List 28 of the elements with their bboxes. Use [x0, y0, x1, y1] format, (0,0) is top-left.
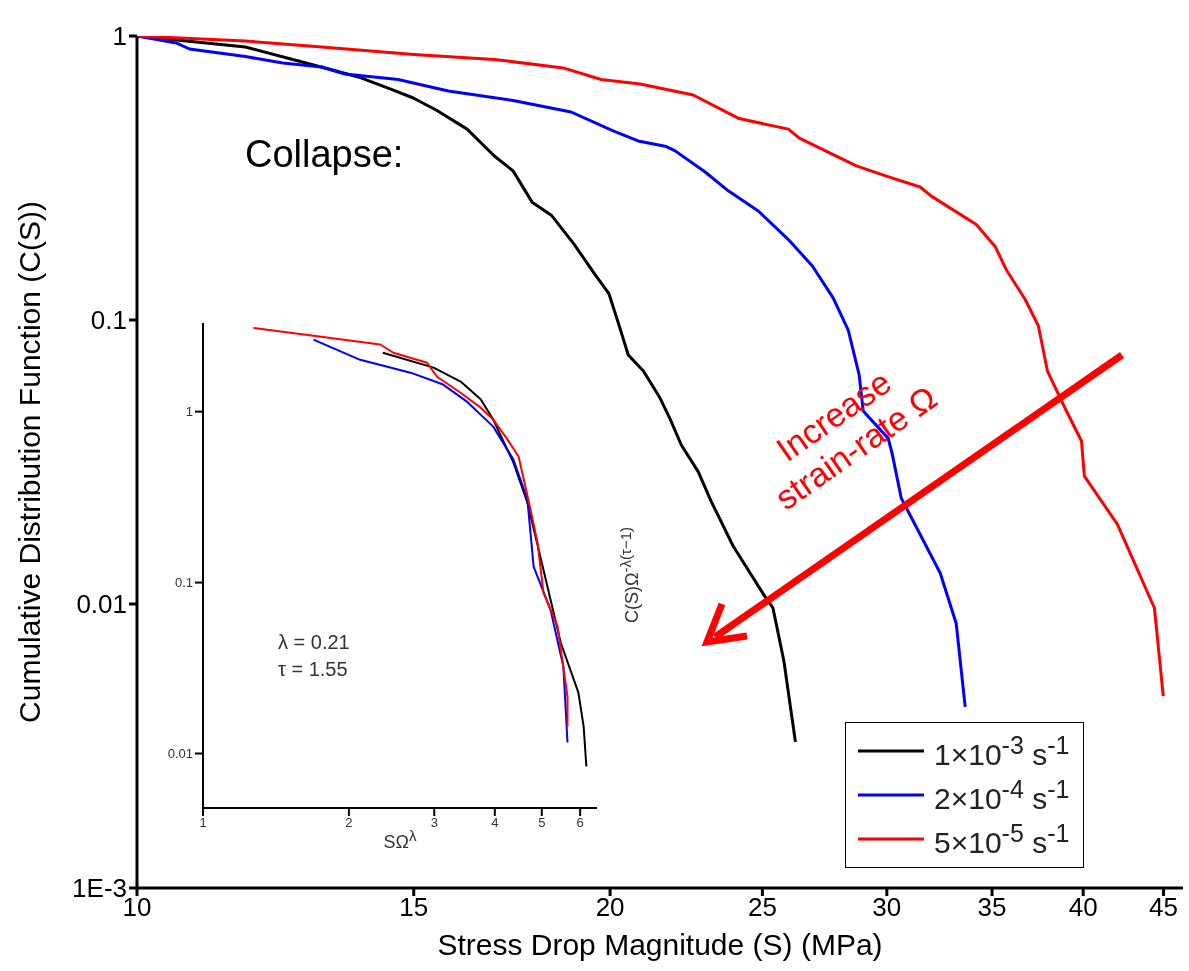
x-tick-label: 1 [199, 815, 207, 831]
x-axis-title: SΩ$^{λ}$ [383, 827, 417, 853]
x-tick-label: 5 [538, 815, 546, 831]
legend-label: 1×10$^{-3}$ s$^{-1}$ [934, 730, 1070, 772]
x-tick-label: 3 [430, 815, 438, 831]
x-tick-label: 35 [977, 892, 1007, 923]
x-tick-label: 40 [1068, 892, 1098, 923]
y-tick-label: 1 [185, 404, 193, 420]
x-tick-label: 25 [747, 892, 777, 923]
x-tick-label: 4 [491, 815, 499, 831]
y-tick-label: 0.01 [167, 746, 193, 762]
y-tick-label: 0.1 [174, 575, 193, 591]
x-tick-label: 20 [595, 892, 625, 923]
x-axis-title: Stress Drop Magnitude (S) (MPa) [437, 928, 883, 962]
x-tick-label: 15 [399, 892, 429, 923]
x-tick-label: 6 [576, 815, 584, 831]
x-tick-label: 2 [345, 815, 353, 831]
annotation: λ = 0.21 [278, 631, 350, 654]
annotation: Collapse: [245, 133, 404, 177]
legend-label: 5×10$^{-5}$ s$^{-1}$ [934, 818, 1070, 860]
legend-label: 2×10$^{-4}$ s$^{-1}$ [934, 774, 1070, 816]
y-tick-label: 1 [112, 21, 127, 52]
y-axis-title: Cumulative Distribution Function (C(S)) [13, 201, 47, 723]
y-tick-label: 0.1 [90, 305, 127, 336]
x-tick-label: 30 [872, 892, 902, 923]
annotation: τ = 1.55 [278, 658, 348, 681]
x-tick-label: 45 [1149, 892, 1179, 923]
y-tick-label: 0.01 [76, 589, 127, 620]
